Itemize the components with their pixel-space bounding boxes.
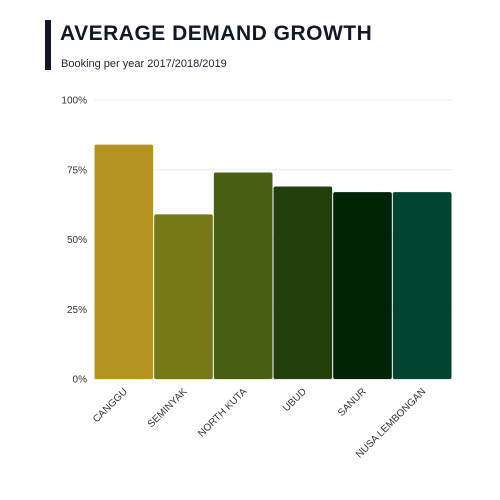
bar	[273, 186, 333, 379]
y-tick-label: 100%	[61, 96, 87, 107]
y-tick-label: 0%	[73, 375, 88, 386]
bar	[94, 144, 154, 379]
x-tick-label: SEMINYAK	[146, 386, 190, 430]
x-tick-label: CANGGU	[91, 386, 130, 425]
x-tick-label: SANUR	[336, 386, 369, 419]
title-accent-bar	[45, 20, 51, 70]
chart-title: AVERAGE DEMAND GROWTH	[60, 22, 373, 45]
bar	[333, 192, 392, 379]
bar	[154, 214, 213, 379]
chart-subtitle: Booking per year 2017/2018/2019	[61, 58, 227, 70]
x-tick-label: UBUD	[281, 386, 309, 414]
y-tick-label: 50%	[67, 235, 87, 246]
y-tick-label: 75%	[67, 165, 87, 176]
x-tick-label: NORTH KUTA	[196, 386, 249, 439]
bar	[392, 192, 452, 379]
bar	[213, 172, 273, 379]
y-tick-label: 25%	[67, 305, 87, 316]
